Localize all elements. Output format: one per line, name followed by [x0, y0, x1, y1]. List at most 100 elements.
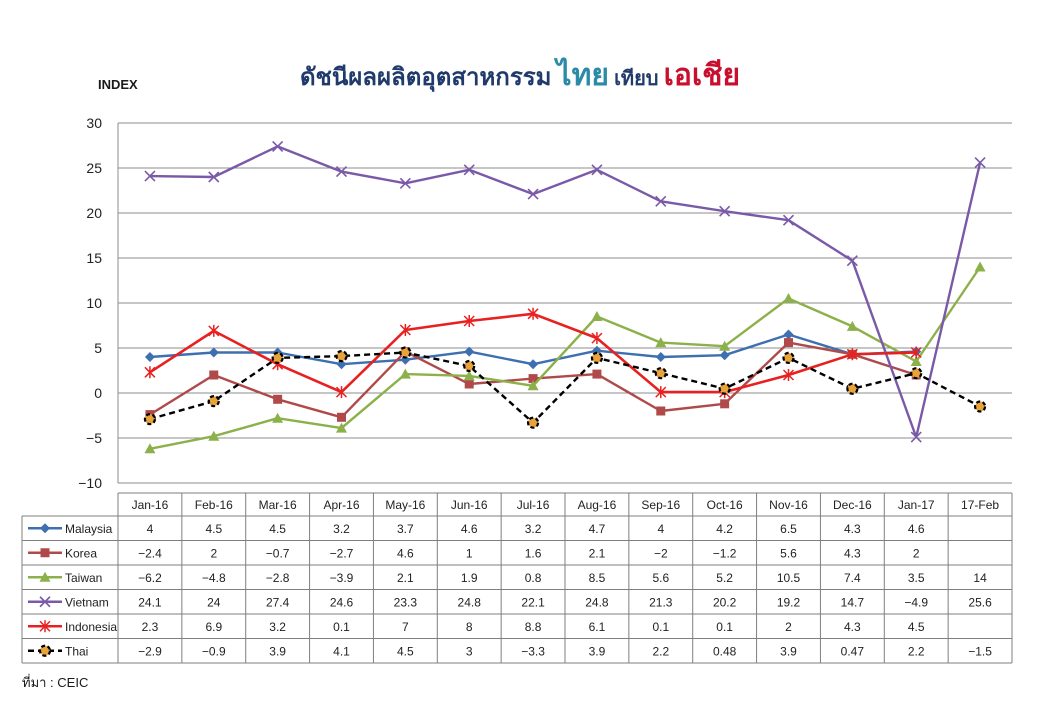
data-label: 24 — [207, 595, 221, 609]
data-point — [399, 346, 412, 359]
data-label: 1.9 — [461, 571, 478, 585]
data-point — [590, 351, 604, 364]
data-label: 4.2 — [716, 522, 733, 536]
series-vietnam — [144, 140, 986, 443]
data-point — [718, 382, 731, 395]
data-label: 2 — [210, 546, 217, 560]
data-label: 4.3 — [844, 620, 861, 634]
data-label: 8.5 — [589, 571, 606, 585]
data-point — [655, 386, 667, 399]
data-point — [208, 430, 220, 441]
data-point — [208, 324, 220, 337]
data-label: −2.8 — [266, 571, 290, 585]
data-point — [271, 351, 284, 364]
legend-label: Malaysia — [65, 522, 113, 536]
legend-entry-indonesia: Indonesia — [28, 620, 117, 634]
data-table: Jan-16 Feb-16 Mar-16 Apr-16 May-16 Jun-16 Jul-… — [21, 492, 1013, 664]
data-label: 4.5 — [908, 620, 925, 634]
data-label: 0.48 — [713, 644, 737, 658]
data-label: 4.6 — [397, 546, 414, 560]
title-part-1: ดัชนีผลผลิตอุตสาหกรรม — [299, 63, 552, 91]
data-label: 4.5 — [269, 522, 286, 536]
data-point — [656, 406, 666, 416]
data-label: 4.6 — [908, 522, 925, 536]
data-point — [846, 320, 858, 331]
data-label: 6.5 — [780, 522, 797, 536]
data-point — [38, 644, 52, 657]
data-label: 27.4 — [266, 595, 290, 609]
data-point — [143, 413, 157, 426]
data-point — [463, 370, 475, 381]
data-point — [528, 374, 538, 384]
x-tick-label: Sep-16 — [641, 498, 680, 512]
y-tick-label: 0 — [94, 385, 102, 401]
data-label: 8.8 — [525, 620, 542, 634]
data-point — [782, 214, 795, 226]
data-point — [526, 416, 540, 429]
data-label: 23.3 — [394, 595, 418, 609]
data-label: 3.9 — [780, 644, 797, 658]
title-part-thai: ไทย — [556, 58, 609, 93]
data-point — [974, 157, 986, 169]
data-label: 19.2 — [777, 595, 801, 609]
data-point — [273, 394, 283, 404]
data-label: 6.9 — [205, 620, 222, 634]
series-line — [149, 145, 982, 439]
data-label: 4.3 — [844, 546, 861, 560]
data-label: −3.9 — [330, 571, 354, 585]
legend-entry-malaysia: Malaysia — [28, 522, 113, 536]
x-tick-label: Jan-17 — [898, 498, 935, 512]
title-part-compare: เทียบ — [614, 66, 659, 90]
data-point — [783, 293, 794, 303]
data-label: −4.8 — [202, 571, 226, 585]
legend-entry-thai: Thai — [28, 644, 88, 658]
data-label: 3.2 — [269, 620, 286, 634]
data-point — [592, 369, 602, 379]
x-tick-label: Feb-16 — [195, 498, 233, 512]
data-label: 2 — [785, 620, 792, 634]
legend-label: Korea — [65, 546, 97, 560]
data-point — [719, 205, 731, 217]
x-tick-label: Aug-16 — [578, 498, 617, 512]
data-label: 7.4 — [844, 571, 861, 585]
y-axis-label: INDEX — [98, 77, 138, 92]
data-point — [591, 332, 603, 345]
legend-entry-vietnam: Vietnam — [28, 595, 109, 609]
data-label: 7 — [402, 620, 409, 634]
data-label: 2.1 — [397, 571, 414, 585]
data-point — [39, 571, 51, 582]
data-point — [527, 188, 539, 200]
series-korea — [145, 338, 921, 422]
data-point — [463, 164, 475, 176]
data-label: 0.1 — [652, 620, 669, 634]
legend-label: Vietnam — [65, 595, 109, 609]
data-point — [464, 379, 474, 389]
data-label: −4.9 — [904, 595, 928, 609]
data-label: −2.7 — [330, 546, 354, 560]
data-label: 2.3 — [142, 620, 159, 634]
data-point — [336, 359, 347, 370]
data-label: 14.7 — [841, 595, 865, 609]
legend-label: Thai — [65, 644, 88, 658]
data-label: −1.2 — [713, 546, 737, 560]
data-label: 0.1 — [716, 620, 733, 634]
data-point — [719, 340, 731, 351]
data-label: 4.5 — [397, 644, 414, 658]
series-line — [149, 266, 982, 450]
data-label: 0.8 — [525, 571, 542, 585]
data-point — [655, 195, 667, 207]
x-tick-label: 17-Feb — [961, 498, 999, 512]
data-label: 2.2 — [652, 644, 669, 658]
series-taiwan — [144, 261, 986, 454]
y-tick-label: 15 — [86, 250, 102, 266]
data-label: 4 — [657, 522, 664, 536]
data-point — [910, 431, 922, 443]
data-label: 22.1 — [521, 595, 545, 609]
data-label: 6.1 — [589, 620, 606, 634]
x-tick-label: Jun-16 — [451, 498, 488, 512]
data-label: 4 — [147, 522, 154, 536]
data-point — [783, 329, 794, 340]
data-point — [207, 395, 220, 408]
data-point — [40, 548, 50, 558]
x-tick-label: Oct-16 — [707, 498, 743, 512]
